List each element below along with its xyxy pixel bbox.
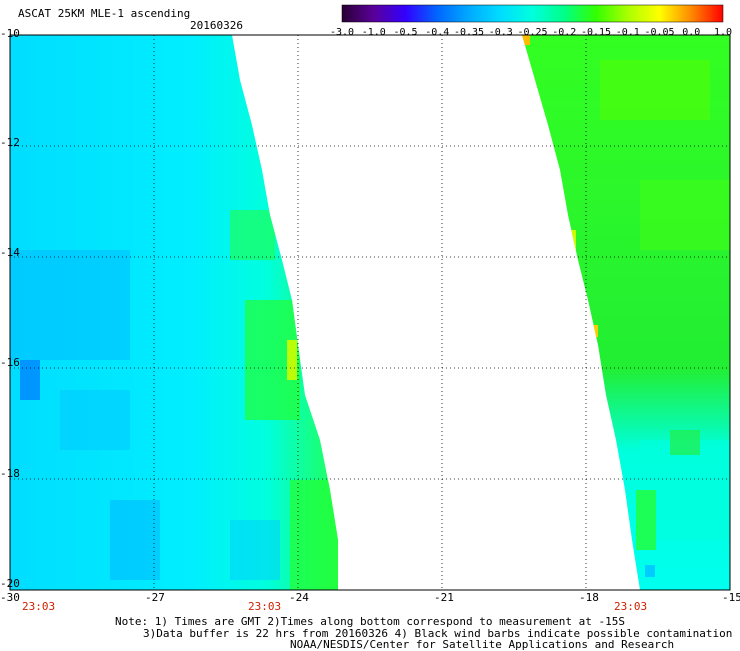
lat-label: -12 <box>0 136 20 149</box>
colorbar-tick-label: -0.3 <box>489 27 513 38</box>
lon-label: -24 <box>289 591 309 604</box>
colorbar-tick-label: -1.0 <box>362 27 386 38</box>
map-title: ASCAT 25KM MLE-1 ascending <box>18 7 191 20</box>
note-line-1: Note: 1) Times are GMT 2)Times along bot… <box>115 615 625 628</box>
pass-time: 23:03 <box>614 600 648 613</box>
lon-label: -27 <box>145 591 165 604</box>
lon-label: -30 <box>0 591 20 604</box>
colorbar-tick-label: -0.5 <box>393 27 417 38</box>
colorbar-tick-label: 0.0 <box>682 27 700 38</box>
colorbar-gradient <box>341 4 724 23</box>
colorbar-labels: -3.0 -1.0 -0.5 -0.4 -0.35 -0.3 -0.25 -0.2 -0.15-… <box>330 27 732 38</box>
note-line-3: NOAA/NESDIS/Center for Satellite Applica… <box>290 638 675 651</box>
lon-label: -21 <box>434 591 454 604</box>
pass-time: 23:03 <box>248 600 282 613</box>
note-line-2: 3)Data buffer is 22 hrs from 20160326 4)… <box>143 627 733 640</box>
lat-label: -20 <box>0 577 20 590</box>
colorbar-tick-label: -0.1 <box>616 27 640 38</box>
lat-label: -16 <box>0 356 20 369</box>
colorbar-tick-label: -0.2 <box>552 27 576 38</box>
lat-label: -10 <box>0 27 20 40</box>
map-frame <box>9 34 731 591</box>
colorbar: -3.0 -1.0 -0.5 -0.4 -0.35 -0.3 -0.25 -0.2 -0.15-… <box>330 4 732 38</box>
colorbar-tick-label: -0.25 <box>517 27 547 38</box>
colorbar-tick-label: -0.4 <box>425 27 449 38</box>
colorbar-tick-label: 1.0 <box>714 27 732 38</box>
map-date: 20160326 <box>190 19 243 32</box>
colorbar-tick-label: -0.05 <box>644 27 674 38</box>
lat-label: -14 <box>0 246 20 259</box>
colorbar-tick-label: -0.35 <box>454 27 484 38</box>
right-swath <box>522 35 730 590</box>
left-swath <box>10 35 338 590</box>
lon-label: -18 <box>579 591 599 604</box>
lat-label: -18 <box>0 467 20 480</box>
pass-time: 23:03 <box>22 600 56 613</box>
colorbar-tick-label: -3.0 <box>330 27 354 38</box>
colorbar-tick-label: -0.15 <box>581 27 611 38</box>
lon-label: -15 <box>722 591 740 604</box>
